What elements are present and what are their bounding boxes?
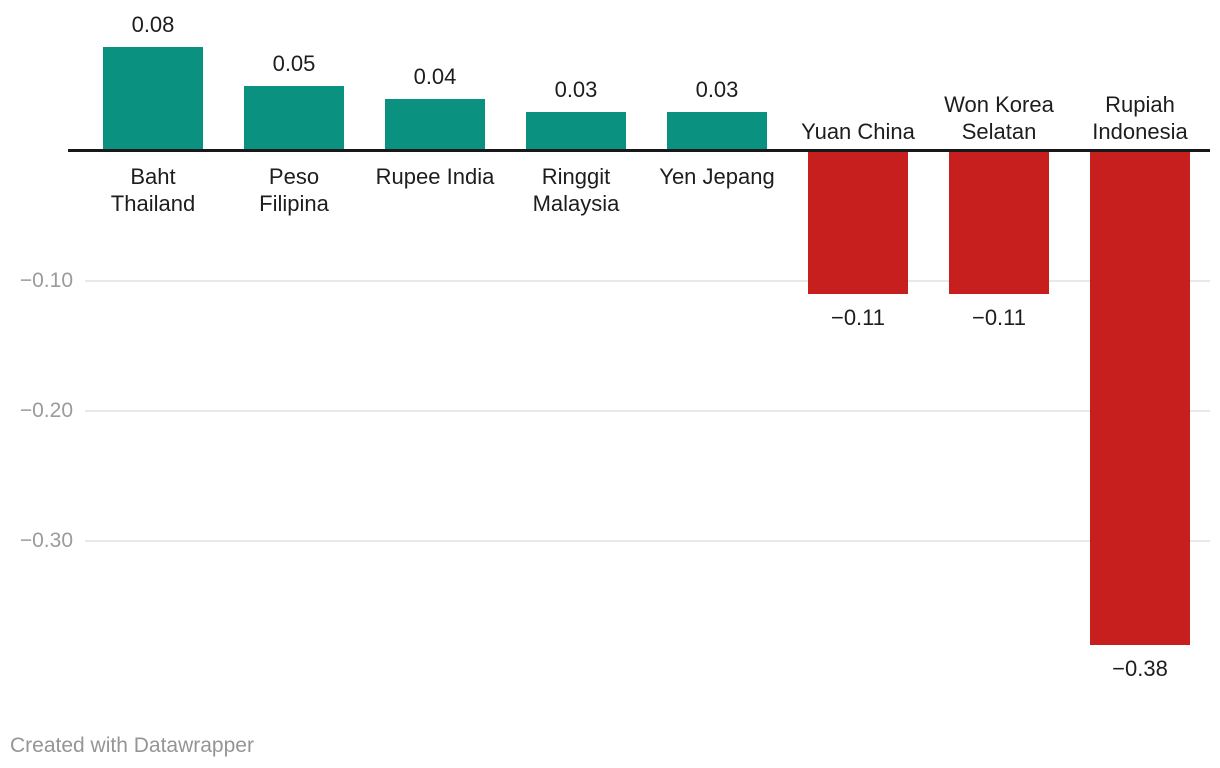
category-label: Rupee India — [376, 163, 495, 190]
category-label-line: Rupee India — [375, 164, 495, 189]
category-label-line: Won Korea — [944, 92, 1054, 117]
bar-won-korea-selatan — [949, 151, 1049, 294]
gridline — [85, 410, 1210, 412]
category-label: Ringgit Malaysia — [533, 163, 620, 217]
bar-yen-jepang — [667, 112, 767, 151]
x-axis-line — [68, 149, 1210, 152]
category-label-line: Yuan China — [801, 119, 915, 144]
category-label-line: Thailand — [110, 191, 196, 216]
bar-rupiah-indonesia — [1090, 151, 1190, 645]
bar-value-label: −0.38 — [1112, 656, 1168, 681]
category-label: Rupiah Indonesia — [1092, 91, 1187, 145]
category-label-line: Malaysia — [532, 191, 620, 216]
category-label-line: Filipina — [259, 191, 329, 216]
bar-value-label: 0.03 — [554, 77, 598, 102]
y-axis-tick-label: −0.20 — [19, 399, 73, 422]
category-label: Won Korea Selatan — [944, 91, 1054, 145]
category-label-line: Yen Jepang — [659, 164, 775, 189]
bar-value-label: −0.11 — [830, 305, 886, 330]
category-label-line: Selatan — [961, 119, 1037, 144]
bar-value-label: 0.04 — [413, 64, 457, 89]
bar-rupee-india — [385, 99, 485, 151]
bar-peso-filipina — [244, 86, 344, 151]
y-axis-tick-label: −0.30 — [19, 529, 73, 552]
category-label-line: Peso — [268, 164, 320, 189]
datawrapper-attribution: Created with Datawrapper — [10, 734, 254, 757]
y-axis-tick-label: −0.10 — [19, 269, 73, 292]
bar-baht-thailand — [103, 47, 203, 151]
category-label: Yen Jepang — [659, 163, 774, 190]
category-label-line: Baht — [130, 164, 176, 189]
bar-yuan-china — [808, 151, 908, 294]
category-label: Peso Filipina — [259, 163, 329, 217]
category-label-line: Ringgit — [541, 164, 611, 189]
bar-value-label: 0.03 — [695, 77, 739, 102]
bar-value-label: −0.11 — [971, 305, 1027, 330]
gridline — [85, 540, 1210, 542]
category-label: Yuan China — [801, 118, 915, 145]
category-label-line: Rupiah — [1105, 92, 1175, 117]
gridline — [85, 280, 1210, 282]
bar-value-label: 0.05 — [272, 51, 316, 76]
category-label: Baht Thailand — [111, 163, 195, 217]
bar-value-label: 0.08 — [131, 12, 175, 37]
category-label-line: Indonesia — [1092, 119, 1188, 144]
bar-ringgit-malaysia — [526, 112, 626, 151]
